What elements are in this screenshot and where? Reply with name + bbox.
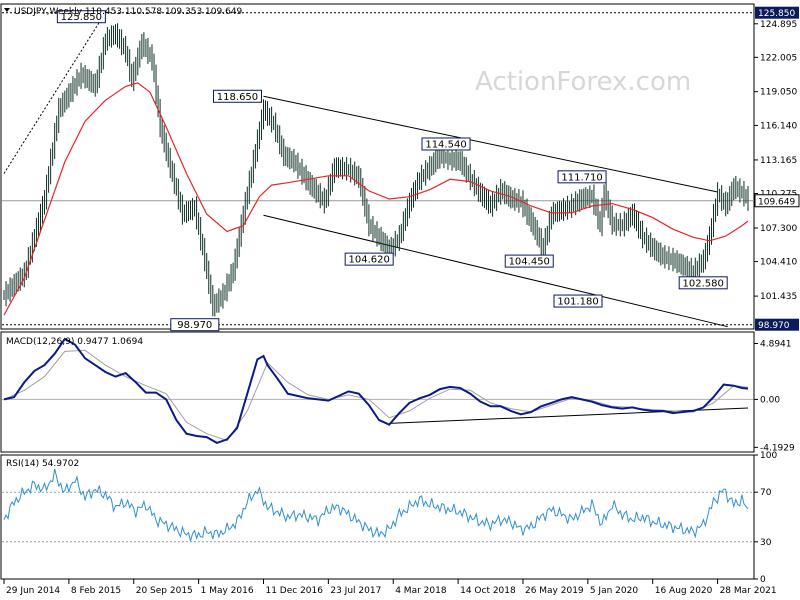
macd-series (3, 337, 749, 444)
rsi-series (3, 468, 749, 542)
rsi-y-tick-label: 100 (760, 451, 777, 461)
price-y-tick-label: 124.895 (760, 20, 797, 30)
price-series (3, 23, 749, 317)
annotation-label: 104.450 (509, 257, 550, 268)
x-tick-label: 14 Oct 2018 (460, 586, 516, 596)
price-y-axis: 124.895122.005119.050116.140113.165110.2… (754, 20, 797, 302)
price-trendline-1 (263, 214, 728, 328)
price-y-tick-label: 113.165 (760, 156, 797, 166)
rsi-level-lines (2, 491, 753, 543)
macd-y-tick-label: -4.1929 (760, 443, 795, 453)
annotation-101-180: 101.180 (553, 294, 603, 308)
x-tick-label: 29 Jun 2014 (6, 586, 60, 596)
annotation-118-650: 118.650 (212, 89, 262, 103)
annotation-114-540: 114.540 (421, 137, 471, 151)
macd-y-axis: 4.8941 0.00 -4.1929 (754, 339, 795, 453)
rsi-y-axis: 100 70 30 0 (754, 451, 777, 585)
annotation-125-850: 125.850 (56, 10, 106, 24)
watermark: ActionForex.com (475, 67, 691, 97)
rsi-y-tick-label: 0 (760, 575, 766, 585)
x-tick-label: 23 Jul 2017 (330, 586, 381, 596)
x-tick-label: 5 Jan 2020 (590, 586, 638, 596)
price-y-tick-label: 116.140 (760, 121, 797, 131)
annotation-label: 102.580 (683, 278, 724, 289)
annotation-label: 125.850 (61, 12, 102, 23)
price-y-tick-label: 101.435 (760, 292, 797, 302)
annotation-box (504, 254, 554, 268)
annotation-box (56, 10, 106, 24)
annotation-label: 98.970 (177, 320, 212, 331)
level-tag-98-970: 98.970 (755, 318, 799, 331)
level-tag-label: 125.850 (758, 9, 795, 19)
price-annotations: 125.850 118.650 98.970 104.620 114.540 104.45… (56, 10, 728, 332)
annotation-box (212, 89, 262, 103)
rsi-panel-frame (0, 454, 755, 580)
x-tick-label: 28 Mar 2021 (720, 586, 777, 596)
annotation-label: 114.540 (425, 139, 466, 150)
price-trendline-0 (263, 95, 718, 193)
x-tick-label: 11 Dec 2016 (265, 586, 323, 596)
rsi-y-tick-label: 70 (760, 488, 772, 498)
macd-main-line (3, 337, 749, 444)
annotation-box (553, 294, 603, 308)
x-tick-label: 4 Mar 2018 (395, 586, 447, 596)
current-price-tag-label: 109.649 (758, 197, 795, 207)
annotation-98-970: 98.970 (170, 318, 220, 332)
x-tick-label: 26 May 2019 (525, 586, 584, 596)
price-y-tick-label: 122.005 (760, 53, 797, 63)
panel-menu-triangle-icon[interactable] (4, 8, 10, 12)
annotation-104-450: 104.450 (504, 254, 554, 268)
rsi-line (3, 468, 749, 542)
rsi-header: RSI(14) 54.9702 (6, 459, 79, 469)
level-tag-box (755, 318, 799, 331)
level-tag-label: 98.970 (758, 321, 790, 331)
price-y-tick-label: 104.410 (760, 258, 797, 268)
annotation-label: 104.620 (348, 255, 389, 266)
x-tick-label: 1 May 2016 (201, 586, 254, 596)
price-panel-frame (0, 3, 755, 330)
annotation-104-620: 104.620 (344, 252, 394, 266)
price-level-tags: 125.850 98.970 109.649 (754, 6, 800, 331)
x-tick-label: 16 Aug 2020 (655, 586, 713, 596)
annotation-box (678, 276, 728, 290)
x-tick-label: 20 Sep 2015 (136, 586, 193, 596)
x-axis: 29 Jun 2014 8 Feb 2015 20 Sep 2015 1 May 20… (3, 579, 777, 596)
price-header: USDJPY,Weekly 110.453 110.578 109.353 10… (14, 7, 243, 17)
x-tick-label: 8 Feb 2015 (71, 586, 121, 596)
current-price-tag-box (754, 194, 800, 208)
rsi-y-tick-label: 30 (760, 538, 772, 548)
annotation-box (557, 170, 607, 184)
price-y-tick-label: 119.050 (760, 88, 797, 98)
level-tag-125-850: 125.850 (755, 6, 799, 19)
annotation-label: 118.650 (217, 92, 258, 103)
current-price-tag: 109.649 (754, 194, 800, 208)
macd-panel-frame (0, 331, 755, 453)
annotation-label: 111.710 (561, 172, 602, 183)
macd-header: MACD(12,26,9) 0.9477 1.0694 (6, 337, 143, 347)
macd-y-tick-label: 4.8941 (760, 339, 792, 349)
price-level-lines (2, 12, 753, 326)
macd-y-tick-label: 0.00 (760, 395, 780, 405)
moving-average-line (3, 82, 749, 316)
level-tag-box (755, 6, 799, 19)
annotation-label: 101.180 (557, 297, 598, 308)
annotation-102-580: 102.580 (678, 276, 728, 290)
annotation-111-710: 111.710 (557, 170, 607, 184)
price-y-tick-label: 107.300 (760, 224, 797, 234)
annotation-box (421, 137, 471, 151)
annotation-box (344, 252, 394, 266)
price-trendlines (3, 12, 728, 328)
annotation-box (170, 318, 220, 332)
